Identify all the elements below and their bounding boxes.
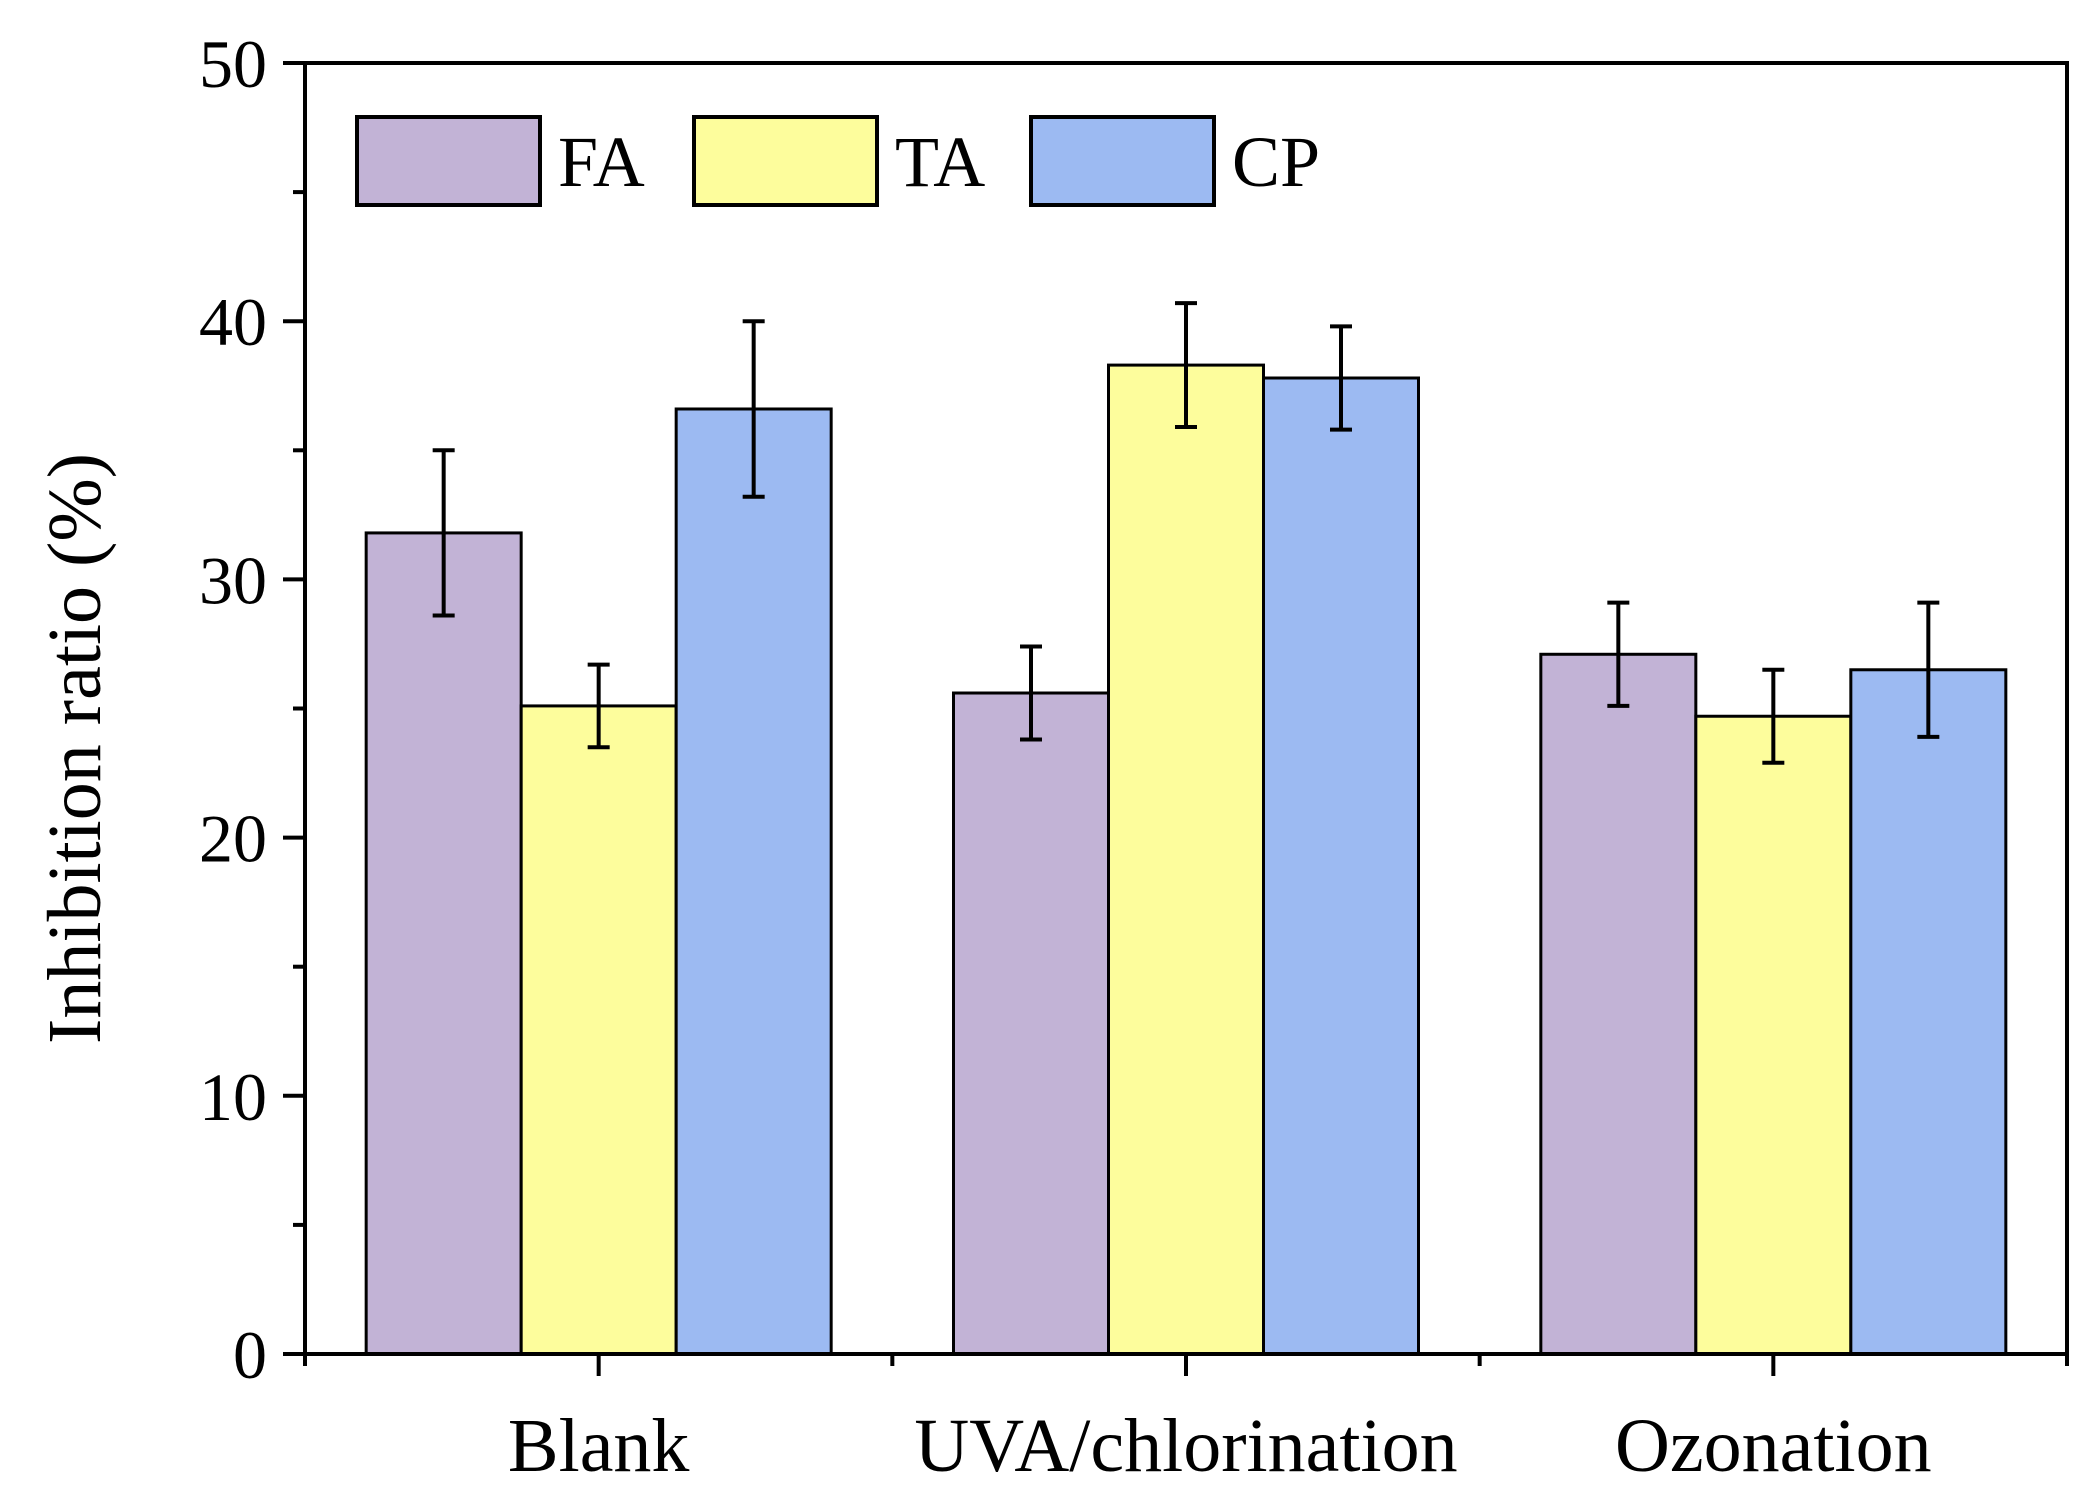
error-bar [432,448,455,618]
x-axis: Blank UVA/chlorination Ozonation [303,1354,2069,1488]
bar-ta-1 [1107,363,1265,1356]
error-bars-layer [432,301,1940,765]
y-tick-label: 10 [199,1059,267,1135]
bar-fa-2 [1539,652,1698,1356]
bar-cp-1 [1262,376,1420,1356]
error-bar [1175,301,1197,430]
y-tick-label: 0 [233,1317,267,1393]
y-tick-label: 30 [199,542,267,618]
error-bar [587,662,610,750]
bar-ta-0 [519,704,678,1356]
bar-ta-2 [1694,714,1853,1356]
y-axis-title: Inhibition ratio (%) [33,453,117,1044]
bar-fa-1 [952,691,1110,1356]
bars-layer [364,363,2008,1356]
legend-label-cp: CP [1232,122,1320,202]
error-bar [1020,644,1042,742]
legend-label-ta: TA [895,122,985,202]
legend: FA TA CP [355,115,1320,207]
error-bar [1330,324,1352,432]
y-tick-label: 50 [199,26,267,102]
x-tick-label: Ozonation [1615,1404,1932,1488]
legend-swatch-cp [1029,115,1216,207]
error-bar [1607,600,1630,708]
bar-cp-0 [674,407,833,1356]
error-bar [1762,667,1785,765]
legend-swatch-fa [355,115,542,207]
y-tick-label: 20 [199,801,267,877]
bar-fa-0 [364,531,523,1356]
error-bar [1917,600,1940,739]
legend-swatch-ta [692,115,879,207]
legend-label-fa: FA [558,122,645,202]
error-bar [742,319,765,499]
y-axis: 0 10 20 30 40 50 [199,26,305,1393]
x-tick-label: UVA/chlorination [914,1404,1457,1488]
x-tick-label: Blank [508,1404,690,1488]
bar-cp-2 [1849,668,2008,1356]
y-tick-label: 40 [199,284,267,360]
